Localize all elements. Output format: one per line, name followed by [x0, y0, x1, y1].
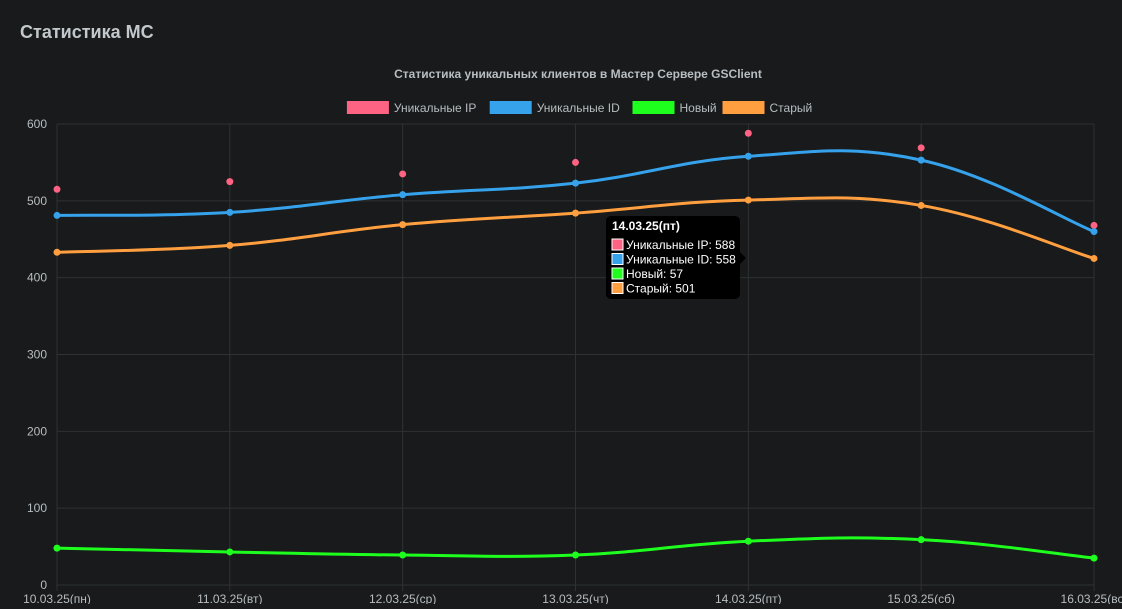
y-tick-label: 400: [27, 271, 47, 285]
data-point-3-4[interactable]: [744, 196, 752, 204]
data-point-0-1[interactable]: [226, 178, 234, 186]
data-point-3-0[interactable]: [53, 248, 61, 256]
x-tick-label: 10.03.25(пн): [23, 592, 91, 604]
legend-swatch[interactable]: [722, 101, 765, 114]
legend-label[interactable]: Уникальные IP: [394, 101, 476, 115]
data-point-0-5[interactable]: [917, 144, 925, 152]
legend-swatch[interactable]: [632, 101, 675, 114]
data-point-2-6[interactable]: [1090, 554, 1098, 562]
series-points: [53, 129, 1098, 562]
tooltip-line: Уникальные ID: 558: [626, 253, 736, 267]
tooltip-swatch: [611, 282, 624, 294]
y-tick-label: 100: [27, 501, 47, 515]
tooltip-line: Старый: 501: [626, 282, 696, 296]
data-point-1-2[interactable]: [399, 191, 407, 199]
y-tick-label: 300: [27, 348, 47, 362]
data-point-1-5[interactable]: [917, 156, 925, 164]
data-point-3-5[interactable]: [917, 201, 925, 209]
x-tick-label: 14.03.25(пт): [715, 592, 782, 604]
legend-label[interactable]: Старый: [770, 101, 813, 115]
tooltip-title: 14.03.25(пт): [612, 219, 680, 233]
y-tick-label: 0: [40, 578, 47, 592]
chart-legend: Уникальные IP Уникальные ID Новый Старый: [346, 101, 813, 115]
data-point-2-2[interactable]: [399, 551, 407, 559]
data-point-2-3[interactable]: [572, 551, 579, 559]
x-tick-label: 13.03.25(чт): [542, 592, 608, 604]
x-tick-label: 12.03.25(ср): [369, 592, 436, 604]
x-tick-label: 16.03.25(вс): [1061, 592, 1122, 604]
y-tick-label: 500: [27, 194, 47, 208]
tooltip-box: [606, 216, 740, 299]
data-point-2-0[interactable]: [53, 544, 61, 552]
y-axis: 0 100 200 300 400 500 600: [27, 117, 47, 592]
data-point-2-1[interactable]: [226, 548, 234, 556]
legend-swatch[interactable]: [346, 101, 389, 114]
chart-title: Статистика уникальных клиентов в Мастер …: [394, 67, 762, 81]
data-point-3-1[interactable]: [226, 241, 234, 249]
data-point-2-4[interactable]: [744, 537, 752, 545]
chart-grid: [56, 123, 1095, 591]
data-point-0-6[interactable]: [1090, 221, 1098, 229]
data-point-1-6[interactable]: [1090, 228, 1098, 236]
legend-label[interactable]: Новый: [680, 101, 717, 115]
legend-swatch[interactable]: [489, 101, 532, 114]
tooltip-line: Уникальные IP: 588: [626, 238, 735, 252]
x-tick-label: 11.03.25(вт): [197, 592, 262, 604]
data-point-1-1[interactable]: [226, 208, 234, 216]
y-tick-label: 200: [27, 424, 47, 438]
data-point-0-3[interactable]: [572, 158, 579, 166]
data-point-3-6[interactable]: [1090, 254, 1098, 262]
tooltip-line: Новый: 57: [626, 267, 683, 281]
data-point-0-0[interactable]: [53, 185, 61, 193]
x-tick-label: 15.03.25(сб): [887, 592, 955, 604]
data-point-1-3[interactable]: [572, 179, 579, 187]
chart-tooltip: 14.03.25(пт) Уникальные IP: 588Уникальные…: [606, 216, 746, 299]
tooltip-caret: [740, 252, 746, 264]
page-title: Статистика МС: [20, 22, 154, 42]
tooltip-swatch: [611, 253, 624, 265]
data-point-2-5[interactable]: [917, 536, 925, 544]
data-point-1-0[interactable]: [53, 211, 61, 219]
legend-label[interactable]: Уникальные ID: [537, 101, 620, 115]
data-point-3-2[interactable]: [399, 221, 407, 229]
tooltip-swatch: [611, 238, 624, 251]
data-point-1-4[interactable]: [744, 152, 752, 160]
data-point-0-2[interactable]: [399, 170, 407, 178]
tooltip-swatch: [611, 267, 624, 280]
data-point-3-3[interactable]: [572, 209, 579, 217]
x-axis: 10.03.25(пн) 11.03.25(вт) 12.03.25(ср) 13.0…: [23, 592, 1122, 606]
y-tick-label: 600: [27, 117, 47, 131]
data-point-0-4[interactable]: [744, 129, 752, 137]
